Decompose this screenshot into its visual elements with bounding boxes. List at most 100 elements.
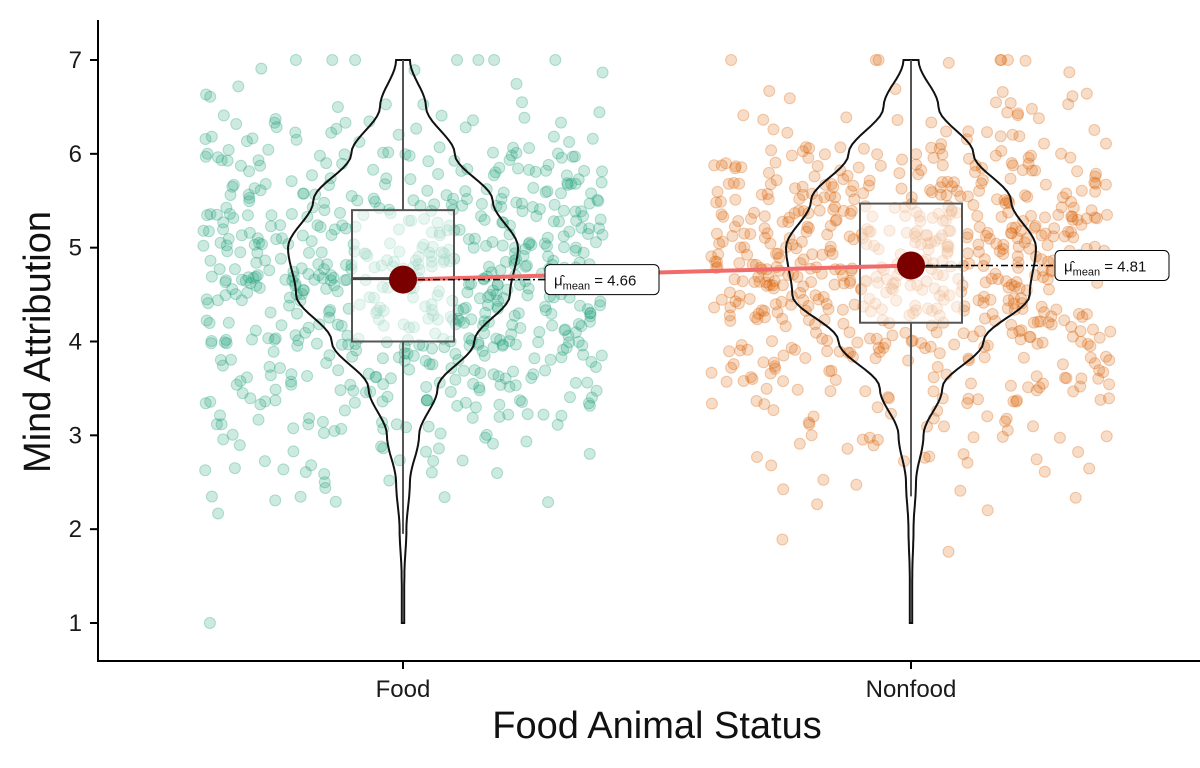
data-point bbox=[486, 236, 499, 248]
data-point bbox=[796, 145, 809, 158]
data-point bbox=[507, 141, 520, 154]
data-point bbox=[518, 111, 531, 124]
data-point bbox=[1009, 221, 1022, 234]
data-point bbox=[593, 222, 605, 235]
data-point bbox=[811, 160, 824, 172]
data-point bbox=[1023, 330, 1036, 343]
data-point bbox=[1031, 315, 1044, 328]
data-point bbox=[1002, 281, 1015, 294]
data-point bbox=[490, 332, 503, 345]
data-point bbox=[1103, 378, 1116, 391]
data-point bbox=[792, 204, 805, 217]
data-point bbox=[219, 276, 232, 289]
data-point bbox=[459, 121, 472, 134]
data-point bbox=[830, 213, 843, 226]
y-tick-label: 2 bbox=[69, 516, 82, 543]
data-point bbox=[940, 189, 953, 202]
data-point bbox=[377, 378, 390, 391]
data-point bbox=[746, 373, 759, 385]
data-point bbox=[491, 278, 504, 291]
data-point bbox=[1071, 165, 1084, 178]
data-point bbox=[259, 178, 272, 190]
data-point bbox=[555, 351, 568, 364]
data-point bbox=[236, 387, 249, 400]
data-point bbox=[758, 210, 771, 223]
data-point bbox=[318, 468, 331, 480]
data-point bbox=[758, 398, 771, 411]
data-point bbox=[1069, 491, 1082, 504]
data-point bbox=[495, 192, 508, 205]
data-point bbox=[444, 385, 457, 398]
data-point bbox=[969, 166, 981, 179]
data-point bbox=[812, 293, 825, 306]
data-point bbox=[325, 126, 338, 139]
data-point bbox=[541, 240, 553, 253]
data-point bbox=[771, 247, 784, 260]
data-point bbox=[399, 148, 412, 161]
data-point bbox=[583, 315, 596, 328]
data-point bbox=[583, 447, 596, 460]
data-point bbox=[381, 390, 394, 403]
data-point bbox=[390, 418, 403, 431]
data-point bbox=[1101, 208, 1113, 221]
data-point bbox=[291, 339, 304, 352]
data-point bbox=[797, 188, 809, 201]
data-point bbox=[594, 299, 606, 312]
data-point bbox=[999, 415, 1012, 428]
data-point bbox=[925, 116, 938, 129]
data-point bbox=[781, 126, 794, 139]
data-point bbox=[1093, 364, 1106, 377]
data-point bbox=[227, 178, 240, 191]
data-point bbox=[794, 286, 807, 299]
data-point bbox=[468, 364, 481, 377]
data-point bbox=[462, 233, 475, 246]
data-point bbox=[793, 437, 806, 450]
data-point bbox=[1067, 385, 1080, 398]
data-point bbox=[810, 326, 822, 339]
data-point bbox=[847, 179, 860, 192]
data-point bbox=[1048, 222, 1061, 235]
data-point bbox=[941, 175, 954, 188]
data-point bbox=[204, 254, 217, 267]
data-point bbox=[561, 178, 574, 191]
data-point bbox=[316, 272, 329, 285]
data-point bbox=[313, 149, 326, 162]
data-point bbox=[962, 352, 975, 365]
data-point bbox=[877, 341, 890, 354]
data-point bbox=[494, 378, 507, 391]
data-point bbox=[578, 164, 591, 177]
data-point bbox=[802, 222, 815, 234]
data-point bbox=[529, 165, 542, 178]
data-point bbox=[226, 428, 239, 441]
data-point bbox=[565, 177, 578, 190]
data-point bbox=[320, 157, 333, 170]
data-point bbox=[510, 77, 523, 90]
data-point bbox=[228, 462, 241, 475]
means: μ̂mean = 4.66μ̂mean = 4.81 bbox=[389, 249, 1170, 296]
data-point bbox=[199, 464, 212, 477]
y-tick-label: 7 bbox=[69, 47, 82, 74]
data-point bbox=[516, 96, 528, 109]
data-point bbox=[474, 367, 487, 379]
data-point bbox=[1007, 297, 1020, 310]
data-point bbox=[262, 332, 275, 345]
data-point bbox=[376, 395, 389, 408]
data-point bbox=[1038, 137, 1050, 150]
data-point bbox=[205, 337, 218, 350]
data-point bbox=[243, 226, 256, 239]
data-point bbox=[927, 385, 940, 398]
data-point bbox=[566, 150, 579, 163]
data-point bbox=[548, 198, 561, 211]
data-point bbox=[523, 142, 536, 154]
data-point bbox=[783, 92, 796, 105]
data-point bbox=[241, 286, 254, 299]
data-point bbox=[834, 164, 847, 177]
data-point bbox=[331, 101, 344, 113]
data-point bbox=[317, 427, 330, 439]
data-point bbox=[422, 155, 435, 168]
data-point bbox=[871, 148, 884, 161]
data-point bbox=[1100, 137, 1112, 150]
data-point bbox=[222, 232, 235, 245]
data-point bbox=[1065, 210, 1078, 223]
data-point bbox=[845, 204, 858, 217]
